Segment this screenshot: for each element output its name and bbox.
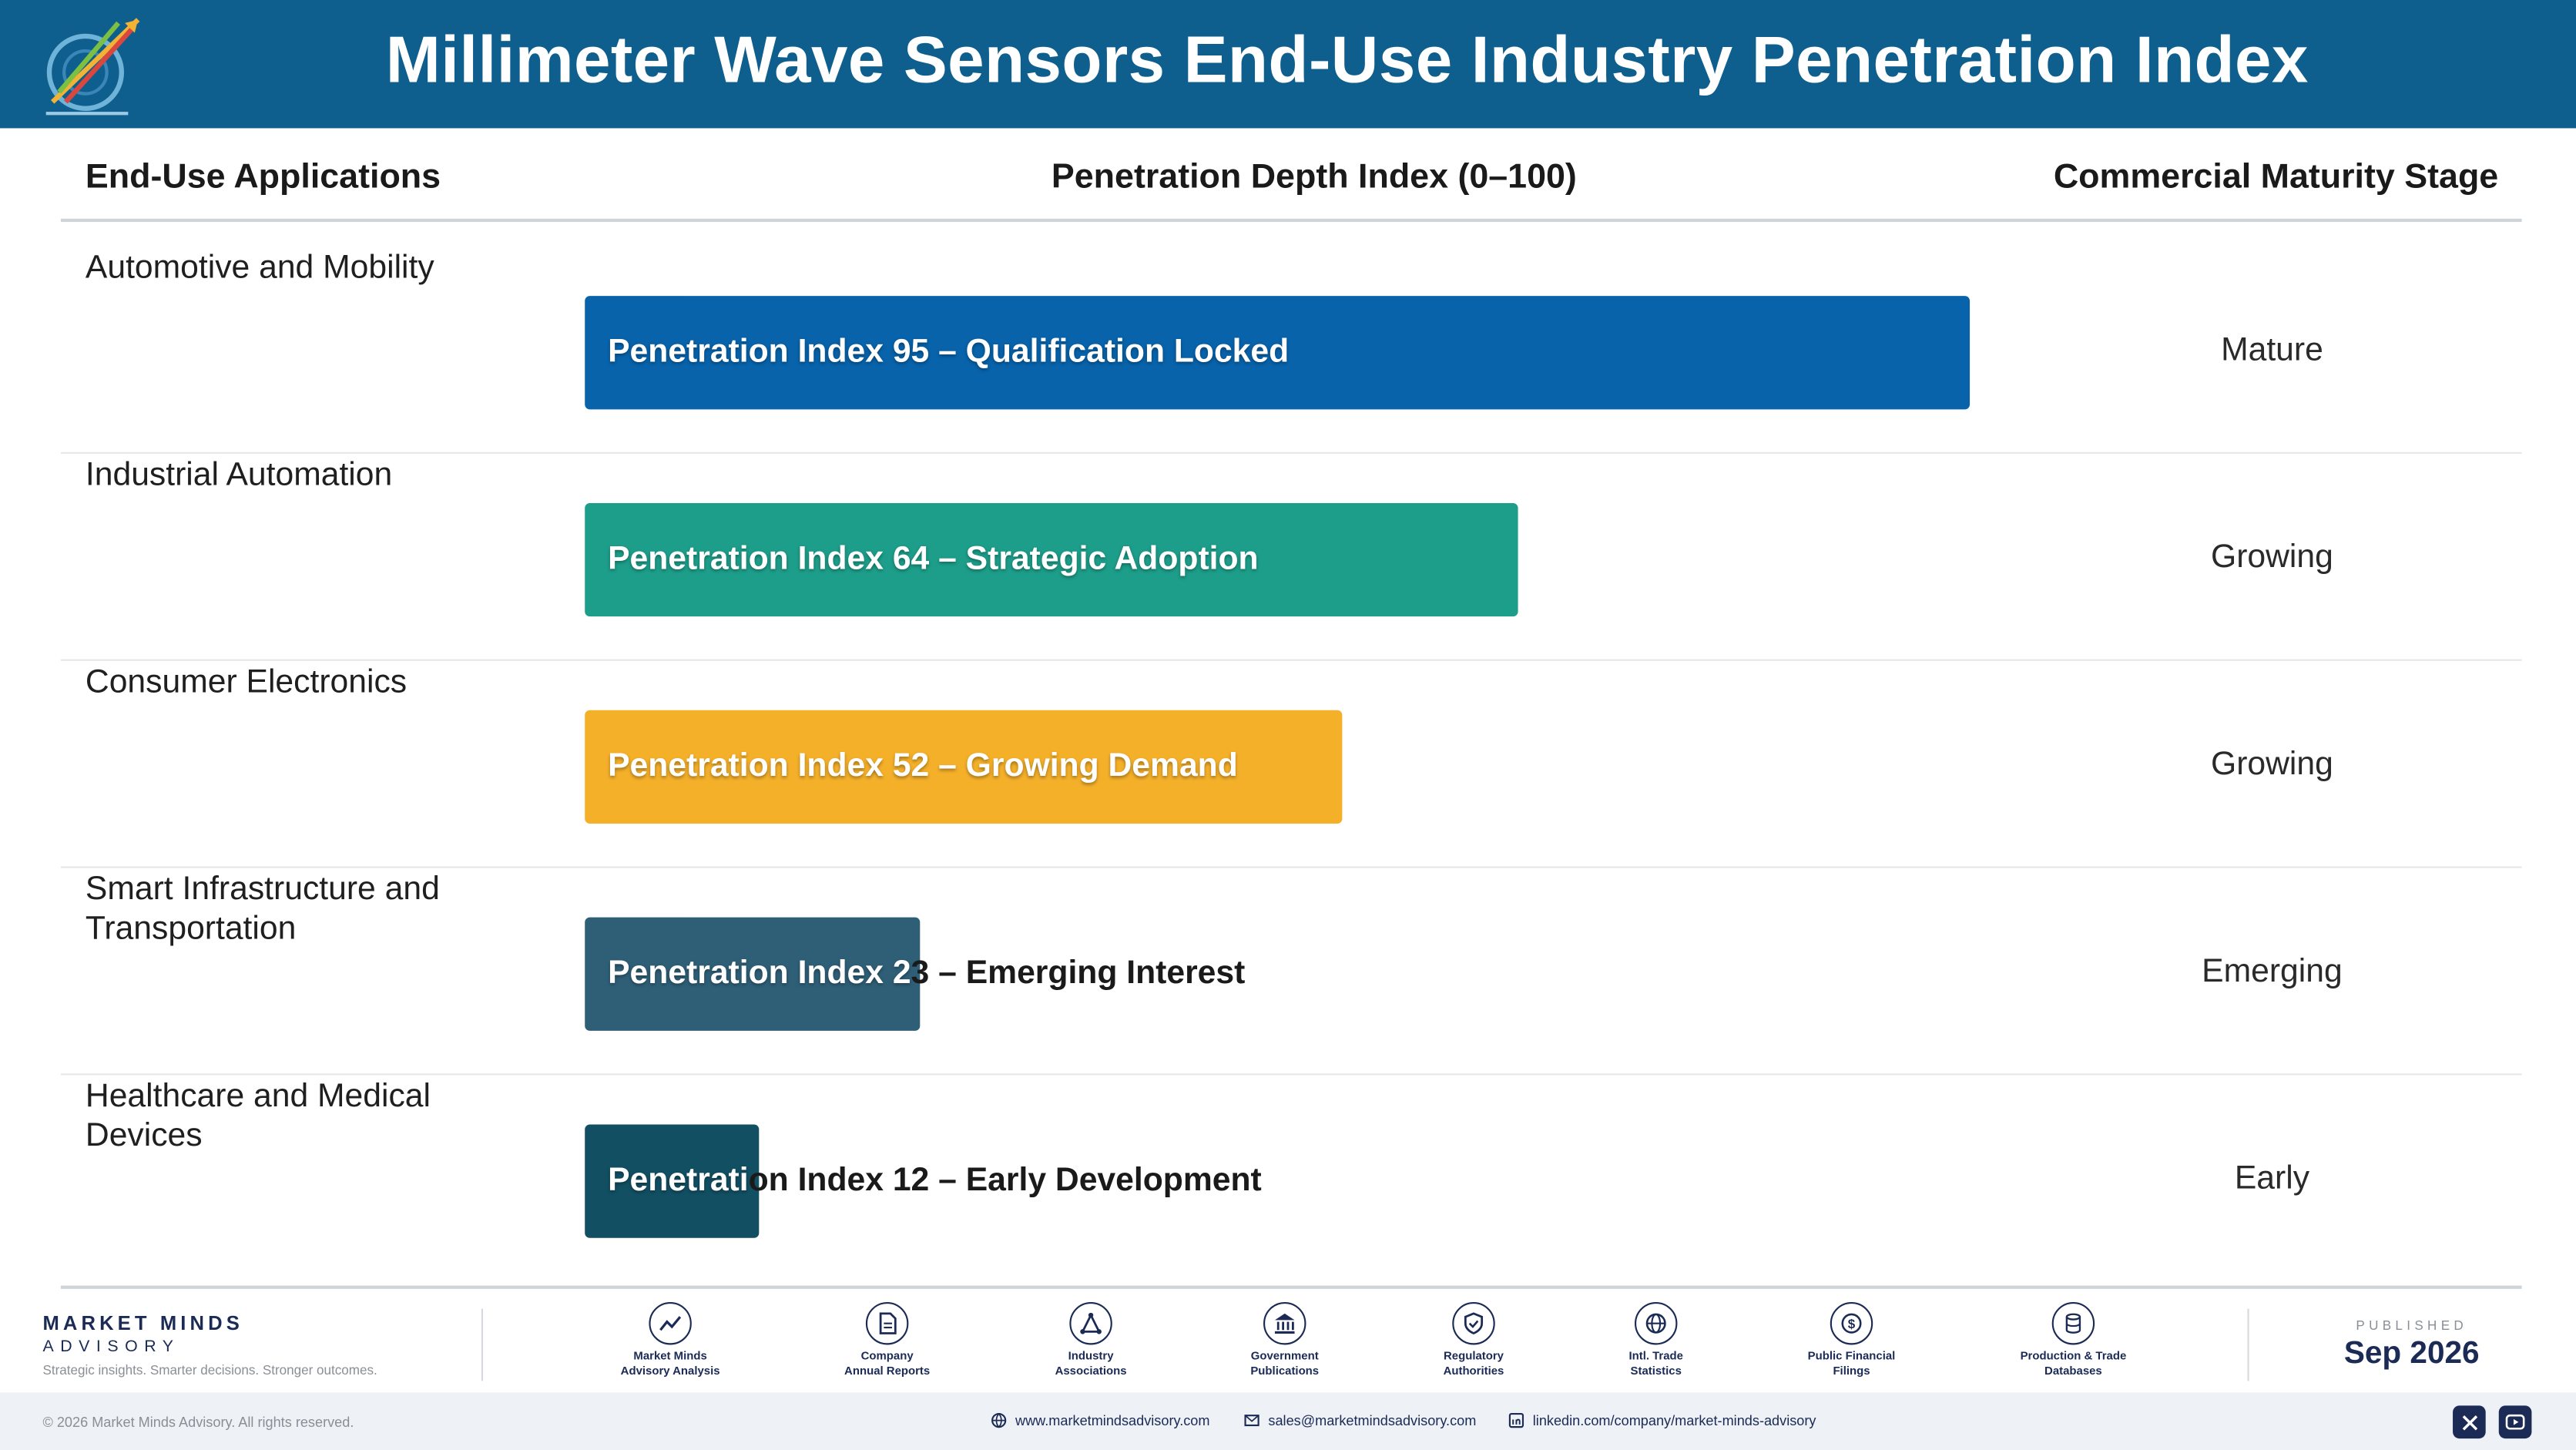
- website-text: www.marketmindsadvisory.com: [1015, 1411, 1210, 1429]
- maturity-stage: Early: [2234, 1160, 2310, 1197]
- table-row: Healthcare and Medical Devices Penetratio…: [0, 1077, 2576, 1284]
- table-row: Industrial Automation Penetration Index 6…: [0, 455, 2576, 663]
- source-item: Regulatory Authorities: [1384, 1301, 1565, 1379]
- footer-divider: [481, 1308, 483, 1381]
- source-item: Government Publications: [1194, 1301, 1375, 1379]
- linkedin-text: linkedin.com/company/market-minds-adviso…: [1532, 1411, 1816, 1429]
- published-date: Sep 2026: [2343, 1336, 2480, 1371]
- source-line2: Authorities: [1443, 1365, 1504, 1378]
- brand-tagline: Strategic insights. Smarter decisions. S…: [42, 1362, 377, 1378]
- row-divider: [60, 866, 2522, 868]
- table-row: Automotive and Mobility Penetration Index…: [0, 248, 2576, 455]
- maturity-stage: Emerging: [2202, 953, 2343, 990]
- government-building-icon: [1263, 1301, 1306, 1345]
- trend-chart-icon: [649, 1301, 692, 1345]
- source-item: $ Public Financial Filings: [1761, 1301, 1942, 1379]
- column-header-applications: End-Use Applications: [85, 157, 441, 196]
- source-line1: Company: [860, 1351, 914, 1363]
- source-line2: Statistics: [1630, 1365, 1682, 1378]
- application-label: Industrial Automation: [85, 457, 393, 494]
- footer: MARKET MINDS ADVISORY Strategic insights…: [0, 1295, 2576, 1391]
- application-label: Automotive and Mobility: [85, 250, 434, 287]
- network-icon: [1069, 1301, 1112, 1345]
- penetration-bar: [585, 917, 921, 1031]
- email-text: sales@marketmindsadvisory.com: [1268, 1411, 1477, 1429]
- source-line2: Annual Reports: [844, 1365, 931, 1378]
- source-line2: Advisory Analysis: [620, 1365, 720, 1378]
- mail-icon: [1244, 1415, 1259, 1427]
- penetration-bar-label: Penetration Index 12 – Early Development: [608, 1162, 1262, 1199]
- header-banner: Millimeter Wave Sensors End-Use Industry…: [0, 0, 2576, 129]
- source-line2: Filings: [1833, 1365, 1870, 1378]
- published-label: PUBLISHED: [2356, 1318, 2468, 1334]
- youtube-icon[interactable]: [2498, 1405, 2532, 1439]
- source-item: Market Minds Advisory Analysis: [580, 1301, 761, 1379]
- maturity-stage: Mature: [2221, 332, 2323, 368]
- penetration-bar: [585, 710, 1343, 824]
- globe-icon: [1634, 1301, 1678, 1345]
- penetration-bar: [585, 502, 1518, 617]
- row-divider: [60, 451, 2522, 454]
- penetration-bar-label: Penetration Index 52 – Growing Demand: [608, 747, 1238, 784]
- source-line1: Regulatory: [1444, 1351, 1504, 1363]
- source-line1: Production & Trade: [2020, 1351, 2127, 1363]
- source-line1: Industry: [1068, 1351, 1114, 1363]
- penetration-bar-label: Penetration Index 95 – Qualification Loc…: [608, 334, 1290, 371]
- source-line1: Market Minds: [633, 1351, 707, 1363]
- row-divider: [60, 1073, 2522, 1076]
- document-icon: [865, 1301, 909, 1345]
- source-line2: Publications: [1250, 1365, 1320, 1378]
- penetration-bar: [585, 296, 1971, 410]
- globe-icon: [991, 1412, 1007, 1428]
- application-label: Consumer Electronics: [85, 664, 408, 700]
- source-line1: Government: [1250, 1351, 1319, 1363]
- penetration-bar-label: Penetration Index 64 – Strategic Adoptio…: [608, 541, 1259, 577]
- row-divider: [60, 659, 2522, 661]
- source-line2: Associations: [1055, 1365, 1127, 1378]
- dollar-coin-icon: $: [1830, 1301, 1873, 1345]
- source-line1: Public Financial: [1807, 1351, 1896, 1363]
- application-label: Healthcare and Medical Devices: [85, 1078, 431, 1154]
- header-divider: [60, 218, 2522, 223]
- table-row: Smart Infrastructure and Transportation P…: [0, 870, 2576, 1077]
- source-line2: Databases: [2044, 1365, 2102, 1378]
- source-line1: Intl. Trade: [1628, 1351, 1683, 1363]
- linkedin-link[interactable]: linkedin.com/company/market-minds-adviso…: [1508, 1412, 1816, 1428]
- footer-divider: [2247, 1308, 2249, 1381]
- column-header-stage: Commercial Maturity Stage: [2053, 157, 2499, 196]
- column-header-index: Penetration Depth Index (0–100): [1051, 157, 1577, 196]
- application-label: Smart Infrastructure and Transportation: [85, 871, 440, 948]
- table-row: Consumer Electronics Penetration Index 52…: [0, 663, 2576, 870]
- email-link[interactable]: sales@marketmindsadvisory.com: [1243, 1412, 1476, 1428]
- copyright: © 2026 Market Minds Advisory. All rights…: [42, 1414, 354, 1431]
- shield-check-icon: [1452, 1301, 1495, 1345]
- database-icon: [2051, 1301, 2095, 1345]
- x-icon[interactable]: [2453, 1405, 2486, 1439]
- market-minds-advisory-logo: [45, 18, 140, 116]
- table-bottom-divider: [60, 1285, 2522, 1289]
- brand-name: MARKET MINDS: [42, 1311, 243, 1335]
- source-item: Production & Trade Databases: [1983, 1301, 2164, 1379]
- brand-sub: ADVISORY: [42, 1338, 180, 1357]
- penetration-bar-label: Penetration Index 23 – Emerging Interest: [608, 955, 1246, 992]
- source-item: Industry Associations: [1001, 1301, 1182, 1379]
- source-item: Company Annual Reports: [797, 1301, 978, 1379]
- contact-bar: © 2026 Market Minds Advisory. All rights…: [0, 1392, 2576, 1450]
- page-title: Millimeter Wave Sensors End-Use Industry…: [385, 25, 2309, 97]
- maturity-stage: Growing: [2211, 746, 2333, 783]
- source-item: Intl. Trade Statistics: [1565, 1301, 1746, 1379]
- svg-text:$: $: [1848, 1317, 1856, 1331]
- penetration-bar: [585, 1124, 760, 1238]
- website-link[interactable]: www.marketmindsadvisory.com: [991, 1411, 1210, 1429]
- linkedin-icon: [1508, 1412, 1524, 1428]
- maturity-stage: Growing: [2211, 539, 2333, 576]
